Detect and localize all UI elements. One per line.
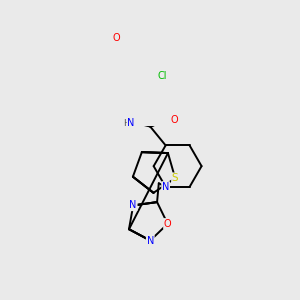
Text: O: O <box>164 219 172 229</box>
Text: N: N <box>130 200 137 210</box>
Text: N: N <box>162 182 169 192</box>
Text: N: N <box>128 118 135 128</box>
Text: H: H <box>123 119 130 128</box>
Text: S: S <box>172 173 178 183</box>
Text: N: N <box>147 236 154 246</box>
Text: O: O <box>112 33 120 43</box>
Text: O: O <box>170 115 178 125</box>
Text: Cl: Cl <box>158 71 167 81</box>
